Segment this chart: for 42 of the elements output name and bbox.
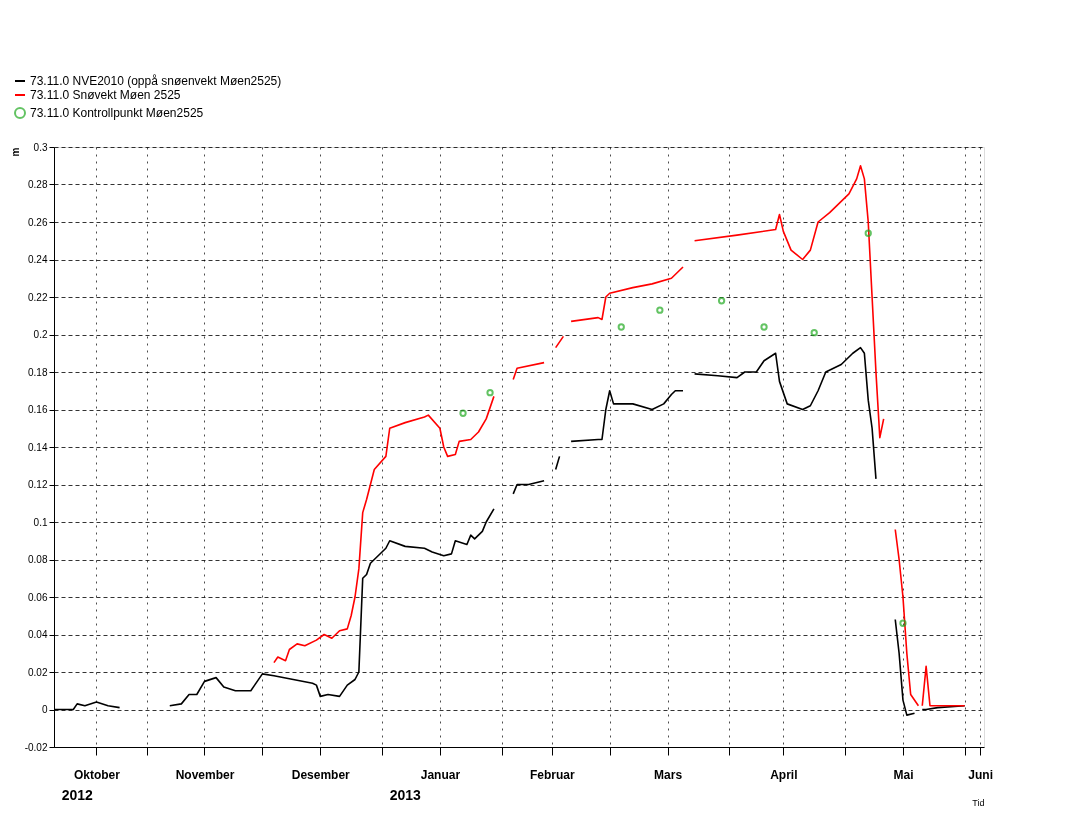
y-tick-label: -0.02 [24, 741, 48, 753]
point [459, 409, 467, 417]
x-tick-label: Januar [420, 767, 461, 782]
y-tick-label: 0.02 [28, 666, 48, 678]
point [760, 323, 768, 331]
y-tick-label: 0.3 [33, 141, 48, 153]
legend-label: 73.11.0 Snøvekt Møen 2525 [30, 88, 181, 102]
y-tick-label: 0.24 [28, 254, 48, 265]
point [864, 229, 872, 237]
x-tick-label: Oktober [73, 767, 121, 782]
y-axis-title: m [9, 147, 21, 157]
legend-label: 73.11.0 NVE2010 (oppå snøenvekt Møen2525) [30, 74, 282, 88]
x-tick-label: Februar [529, 767, 575, 782]
y-tick-label: 0.14 [28, 441, 48, 453]
y-tick-label: 0.06 [28, 591, 48, 603]
y-tick-label: 0.28 [28, 179, 48, 190]
legend-label: 73.11.0 Kontrollpunkt Møen2525 [30, 106, 204, 120]
text: 2012 [61, 787, 94, 803]
y-tick-label: 0.08 [28, 554, 48, 565]
y-tick-label: 0.12 [28, 479, 48, 490]
text: 2013 [389, 787, 422, 803]
x-tick-label: Mai [893, 767, 914, 782]
y-tick-label: 0.18 [28, 366, 48, 378]
y-tick-label: 0.2 [33, 329, 48, 340]
point [486, 388, 494, 397]
y-tick-label: 0.04 [28, 629, 48, 640]
point [899, 619, 907, 627]
x-tick-label: Mars [654, 767, 683, 782]
x-tick-label: April [770, 767, 798, 782]
point [717, 297, 726, 305]
y-tick-label: 0 [41, 704, 48, 715]
x-tick-label: Juni [968, 767, 993, 782]
y-tick-label: 0.22 [28, 291, 48, 303]
x-axis-title: Tid [972, 797, 985, 808]
y-tick-label: 0.26 [28, 216, 48, 228]
point [810, 328, 818, 337]
point [656, 306, 664, 314]
y-tick-label: 0.16 [28, 404, 48, 415]
x-tick-label: Desember [291, 767, 351, 782]
x-tick-label: November [175, 767, 235, 782]
point [617, 323, 625, 331]
y-tick-label: 0.1 [33, 516, 48, 528]
